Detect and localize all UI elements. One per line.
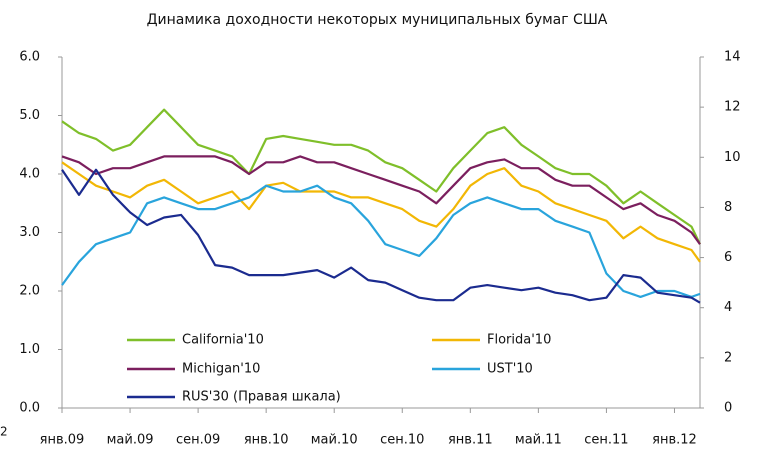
- y-tick-label: 2.0: [19, 284, 40, 299]
- y2-tick-label: 12: [724, 100, 741, 115]
- y-tick-label: 4.0: [19, 167, 40, 182]
- x-tick-label: янв.11: [448, 433, 493, 448]
- legend-label: RUS'30 (Правая шкала): [182, 390, 341, 405]
- y-tick-label: 1.0: [19, 342, 40, 357]
- chart-title: Динамика доходности некоторых муниципаль…: [147, 12, 608, 28]
- x-tick-label: май.10: [311, 433, 358, 448]
- legend-label: UST'10: [487, 362, 533, 377]
- y-tick-label: 0.0: [19, 401, 40, 416]
- legend-label: Florida'10: [487, 333, 551, 348]
- y2-tick-label: 14: [724, 50, 741, 65]
- x-tick-label: янв.12: [652, 433, 697, 448]
- series-line: [61, 168, 701, 304]
- series-line: [61, 161, 701, 263]
- x-tick-label: сен.11: [584, 433, 628, 448]
- x-tick-label: май.09: [107, 433, 154, 448]
- y2-tick-label: 8: [724, 200, 732, 215]
- y2-tick-label: 6: [724, 250, 732, 265]
- y-tick-label: 6.0: [19, 50, 40, 65]
- x-tick-label: май.11: [515, 433, 562, 448]
- x-tick-label: янв.09: [40, 433, 85, 448]
- x-tick-label: сен.10: [380, 433, 424, 448]
- y2-tick-label: 4: [724, 300, 732, 315]
- series-line: [61, 155, 701, 245]
- y2-tick-label: 0: [724, 401, 732, 416]
- series-line: [61, 108, 701, 245]
- footnote: 2: [0, 425, 8, 439]
- y-tick-label: 3.0: [19, 225, 40, 240]
- legend-label: Michigan'10: [182, 362, 260, 377]
- legend-label: California'10: [182, 333, 264, 348]
- y-tick-label: 5.0: [19, 108, 40, 123]
- x-tick-label: сен.09: [176, 433, 220, 448]
- series-line: [61, 184, 701, 298]
- y2-tick-label: 10: [724, 150, 741, 165]
- x-tick-label: янв.10: [244, 433, 289, 448]
- y2-tick-label: 2: [724, 350, 732, 365]
